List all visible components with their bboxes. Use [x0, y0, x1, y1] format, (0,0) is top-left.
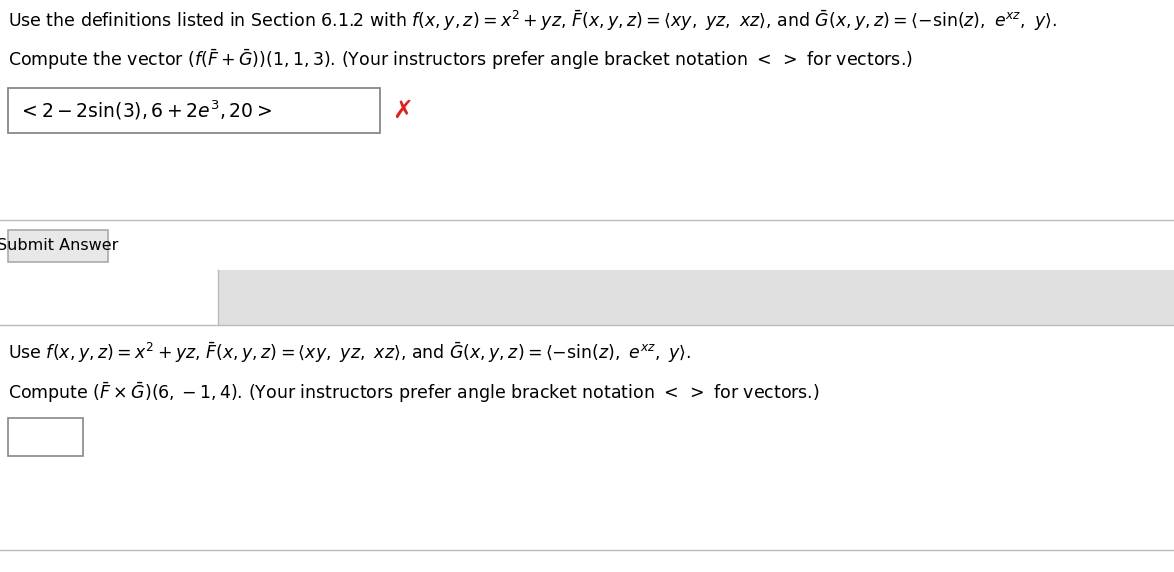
Text: ✗: ✗: [392, 98, 413, 122]
Bar: [8, 418, 83, 456]
Text: Submit Answer: Submit Answer: [0, 239, 119, 253]
Text: Compute $(\bar{F} \times \bar{G})(6, -1, 4)$. (Your instructors prefer angle bra: Compute $(\bar{F} \times \bar{G})(6, -1,…: [8, 380, 819, 404]
Bar: [8, 88, 380, 133]
Text: Use the definitions listed in Section 6.1.2 with $f(x, y, z) = x^2 + yz$, $\bar{: Use the definitions listed in Section 6.…: [8, 8, 1057, 33]
Bar: [218, 270, 1174, 325]
Text: Compute the vector $(f(\bar{F} + \bar{G}))(1, 1, 3)$. (Your instructors prefer a: Compute the vector $(f(\bar{F} + \bar{G}…: [8, 47, 913, 72]
Text: $< 2 - 2\sin(3),6 + 2e^3,20 >$: $< 2 - 2\sin(3),6 + 2e^3,20 >$: [18, 99, 272, 122]
Text: Use $f(x, y, z) = x^2 + yz$, $\bar{F}(x, y, z) = \langle xy,\ yz,\ xz\rangle$, a: Use $f(x, y, z) = x^2 + yz$, $\bar{F}(x,…: [8, 340, 691, 364]
Bar: [8, 230, 108, 262]
